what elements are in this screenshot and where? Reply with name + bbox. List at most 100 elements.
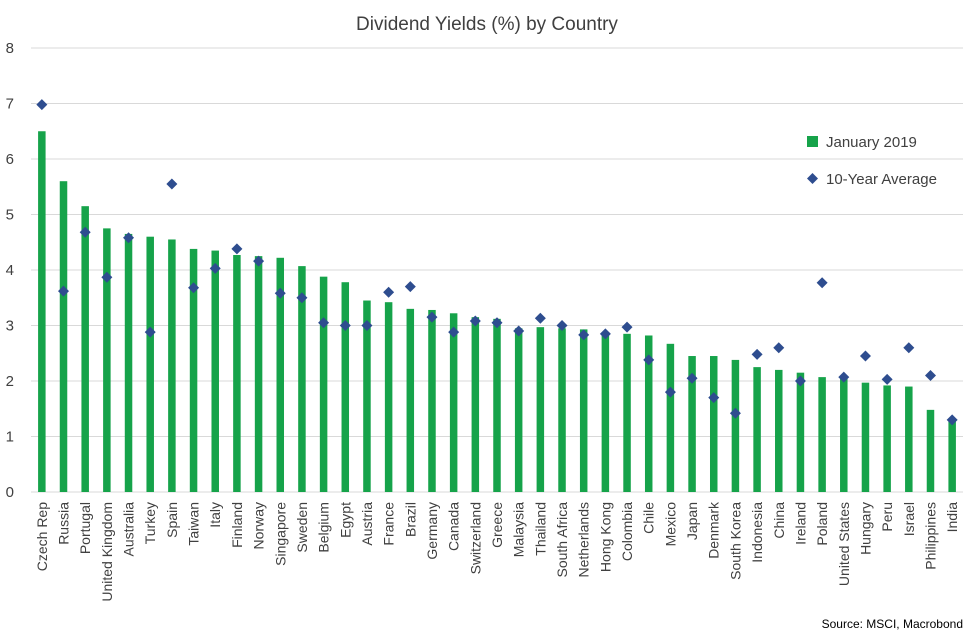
marker-italy xyxy=(209,262,221,274)
marker-philippines xyxy=(924,369,936,381)
bar-japan xyxy=(688,356,696,492)
x-tick-label: Philippines xyxy=(922,502,938,570)
x-tick-label: South Korea xyxy=(727,502,743,580)
marker-france xyxy=(383,286,395,298)
marker-peru xyxy=(881,373,893,385)
x-tick-label: Canada xyxy=(446,502,462,551)
legend-swatch-bar xyxy=(807,136,818,147)
bar-israel xyxy=(905,386,913,492)
bar-france xyxy=(384,302,393,492)
bar-austria xyxy=(363,300,371,492)
bar-singapore xyxy=(276,257,285,492)
y-tick-label: 1 xyxy=(6,429,14,446)
x-tick-label: South Africa xyxy=(554,502,570,578)
y-axis-ticks: 0 1 2 3 4 5 6 7 8 xyxy=(6,40,14,501)
bar-portugal xyxy=(81,206,89,493)
bar-spain xyxy=(168,239,176,492)
x-tick-label: Malaysia xyxy=(511,502,527,557)
x-tick-label: Indonesia xyxy=(749,502,765,563)
y-tick-label: 2 xyxy=(6,373,14,390)
marker-china xyxy=(773,342,785,354)
marker-austria xyxy=(361,320,373,331)
bar-united-states xyxy=(840,377,848,492)
x-tick-label: Switzerland xyxy=(467,502,483,574)
y-tick-label: 4 xyxy=(6,262,14,279)
bar-russia xyxy=(59,181,68,492)
marker-egypt xyxy=(339,320,351,331)
x-tick-label: Spain xyxy=(164,502,180,538)
x-tick-label: Israel xyxy=(901,502,917,536)
marker-russia xyxy=(58,285,70,297)
x-tick-label: Belgium xyxy=(316,502,332,553)
marker-switzerland xyxy=(469,315,481,327)
marker-poland xyxy=(816,277,828,289)
source-note: Source: MSCI, Macrobond xyxy=(822,617,963,631)
marker-india xyxy=(946,414,958,426)
x-tick-label: Austria xyxy=(359,502,375,546)
bar-norway xyxy=(254,256,263,492)
x-tick-label: Finland xyxy=(229,502,245,548)
x-tick-label: Colombia xyxy=(619,502,635,561)
legend: January 2019 10-Year Average xyxy=(807,134,937,188)
legend-swatch-marker xyxy=(807,173,818,184)
x-tick-label: Singapore xyxy=(272,502,288,566)
y-tick-label: 7 xyxy=(6,96,14,113)
marker-norway xyxy=(253,255,265,267)
bar-brazil xyxy=(406,308,415,492)
marker-netherlands xyxy=(578,329,590,341)
x-axis-ticks: Czech Rep Russia Portugal United Kingdom Aus… xyxy=(34,501,960,602)
marker-ireland xyxy=(794,375,806,387)
bar-colombia xyxy=(623,333,631,492)
y-tick-label: 6 xyxy=(6,151,14,168)
marker-thailand xyxy=(534,312,546,324)
bar-philippines xyxy=(926,409,935,492)
x-tick-label: China xyxy=(771,502,787,539)
bar-taiwan xyxy=(189,248,198,492)
x-tick-label: Mexico xyxy=(662,502,678,547)
marker-israel xyxy=(903,342,915,354)
x-tick-label: Ireland xyxy=(792,502,808,545)
marker-united-kingdom xyxy=(101,271,113,283)
x-tick-label: Egypt xyxy=(337,502,353,538)
bar-poland xyxy=(818,377,826,492)
marker-singapore xyxy=(274,287,286,299)
x-tick-label: Hong Kong xyxy=(597,502,613,572)
marker-denmark xyxy=(708,392,720,404)
x-tick-label: Greece xyxy=(489,502,505,548)
y-tick-label: 8 xyxy=(6,40,14,57)
x-tick-label: Peru xyxy=(879,502,895,532)
marker-taiwan xyxy=(188,282,200,294)
bar-switzerland xyxy=(471,317,480,492)
bar-denmark xyxy=(709,356,718,492)
x-tick-label: France xyxy=(381,502,397,546)
marker-portugal xyxy=(79,226,91,238)
x-tick-label: India xyxy=(944,502,960,533)
bar-india xyxy=(948,421,956,492)
x-tick-label: Russia xyxy=(56,502,72,545)
x-tick-label: Italy xyxy=(207,502,223,528)
gridlines xyxy=(31,47,963,493)
x-tick-label: Australia xyxy=(121,502,137,557)
bar-indonesia xyxy=(753,367,761,492)
bar-germany xyxy=(428,309,436,492)
marker-czech-rep xyxy=(36,99,48,111)
x-tick-label: Czech Rep xyxy=(34,502,50,571)
x-tick-label: Chile xyxy=(641,502,657,534)
bar-china xyxy=(775,369,783,492)
x-tick-label: Brazil xyxy=(402,502,418,537)
marker-finland xyxy=(231,243,243,255)
x-tick-label: Netherlands xyxy=(576,502,592,578)
bar-australia xyxy=(124,233,133,493)
bar-thailand xyxy=(536,327,545,492)
bar-south-korea xyxy=(731,359,740,492)
x-tick-label: Norway xyxy=(251,502,267,549)
marker-sweden xyxy=(296,292,308,304)
marker-hong-kong xyxy=(599,328,611,340)
x-tick-label: Denmark xyxy=(706,501,722,559)
bar-turkey xyxy=(146,236,154,492)
marker-hungary xyxy=(859,350,871,362)
x-tick-label: Taiwan xyxy=(186,502,202,546)
marker-south-africa xyxy=(556,320,568,331)
